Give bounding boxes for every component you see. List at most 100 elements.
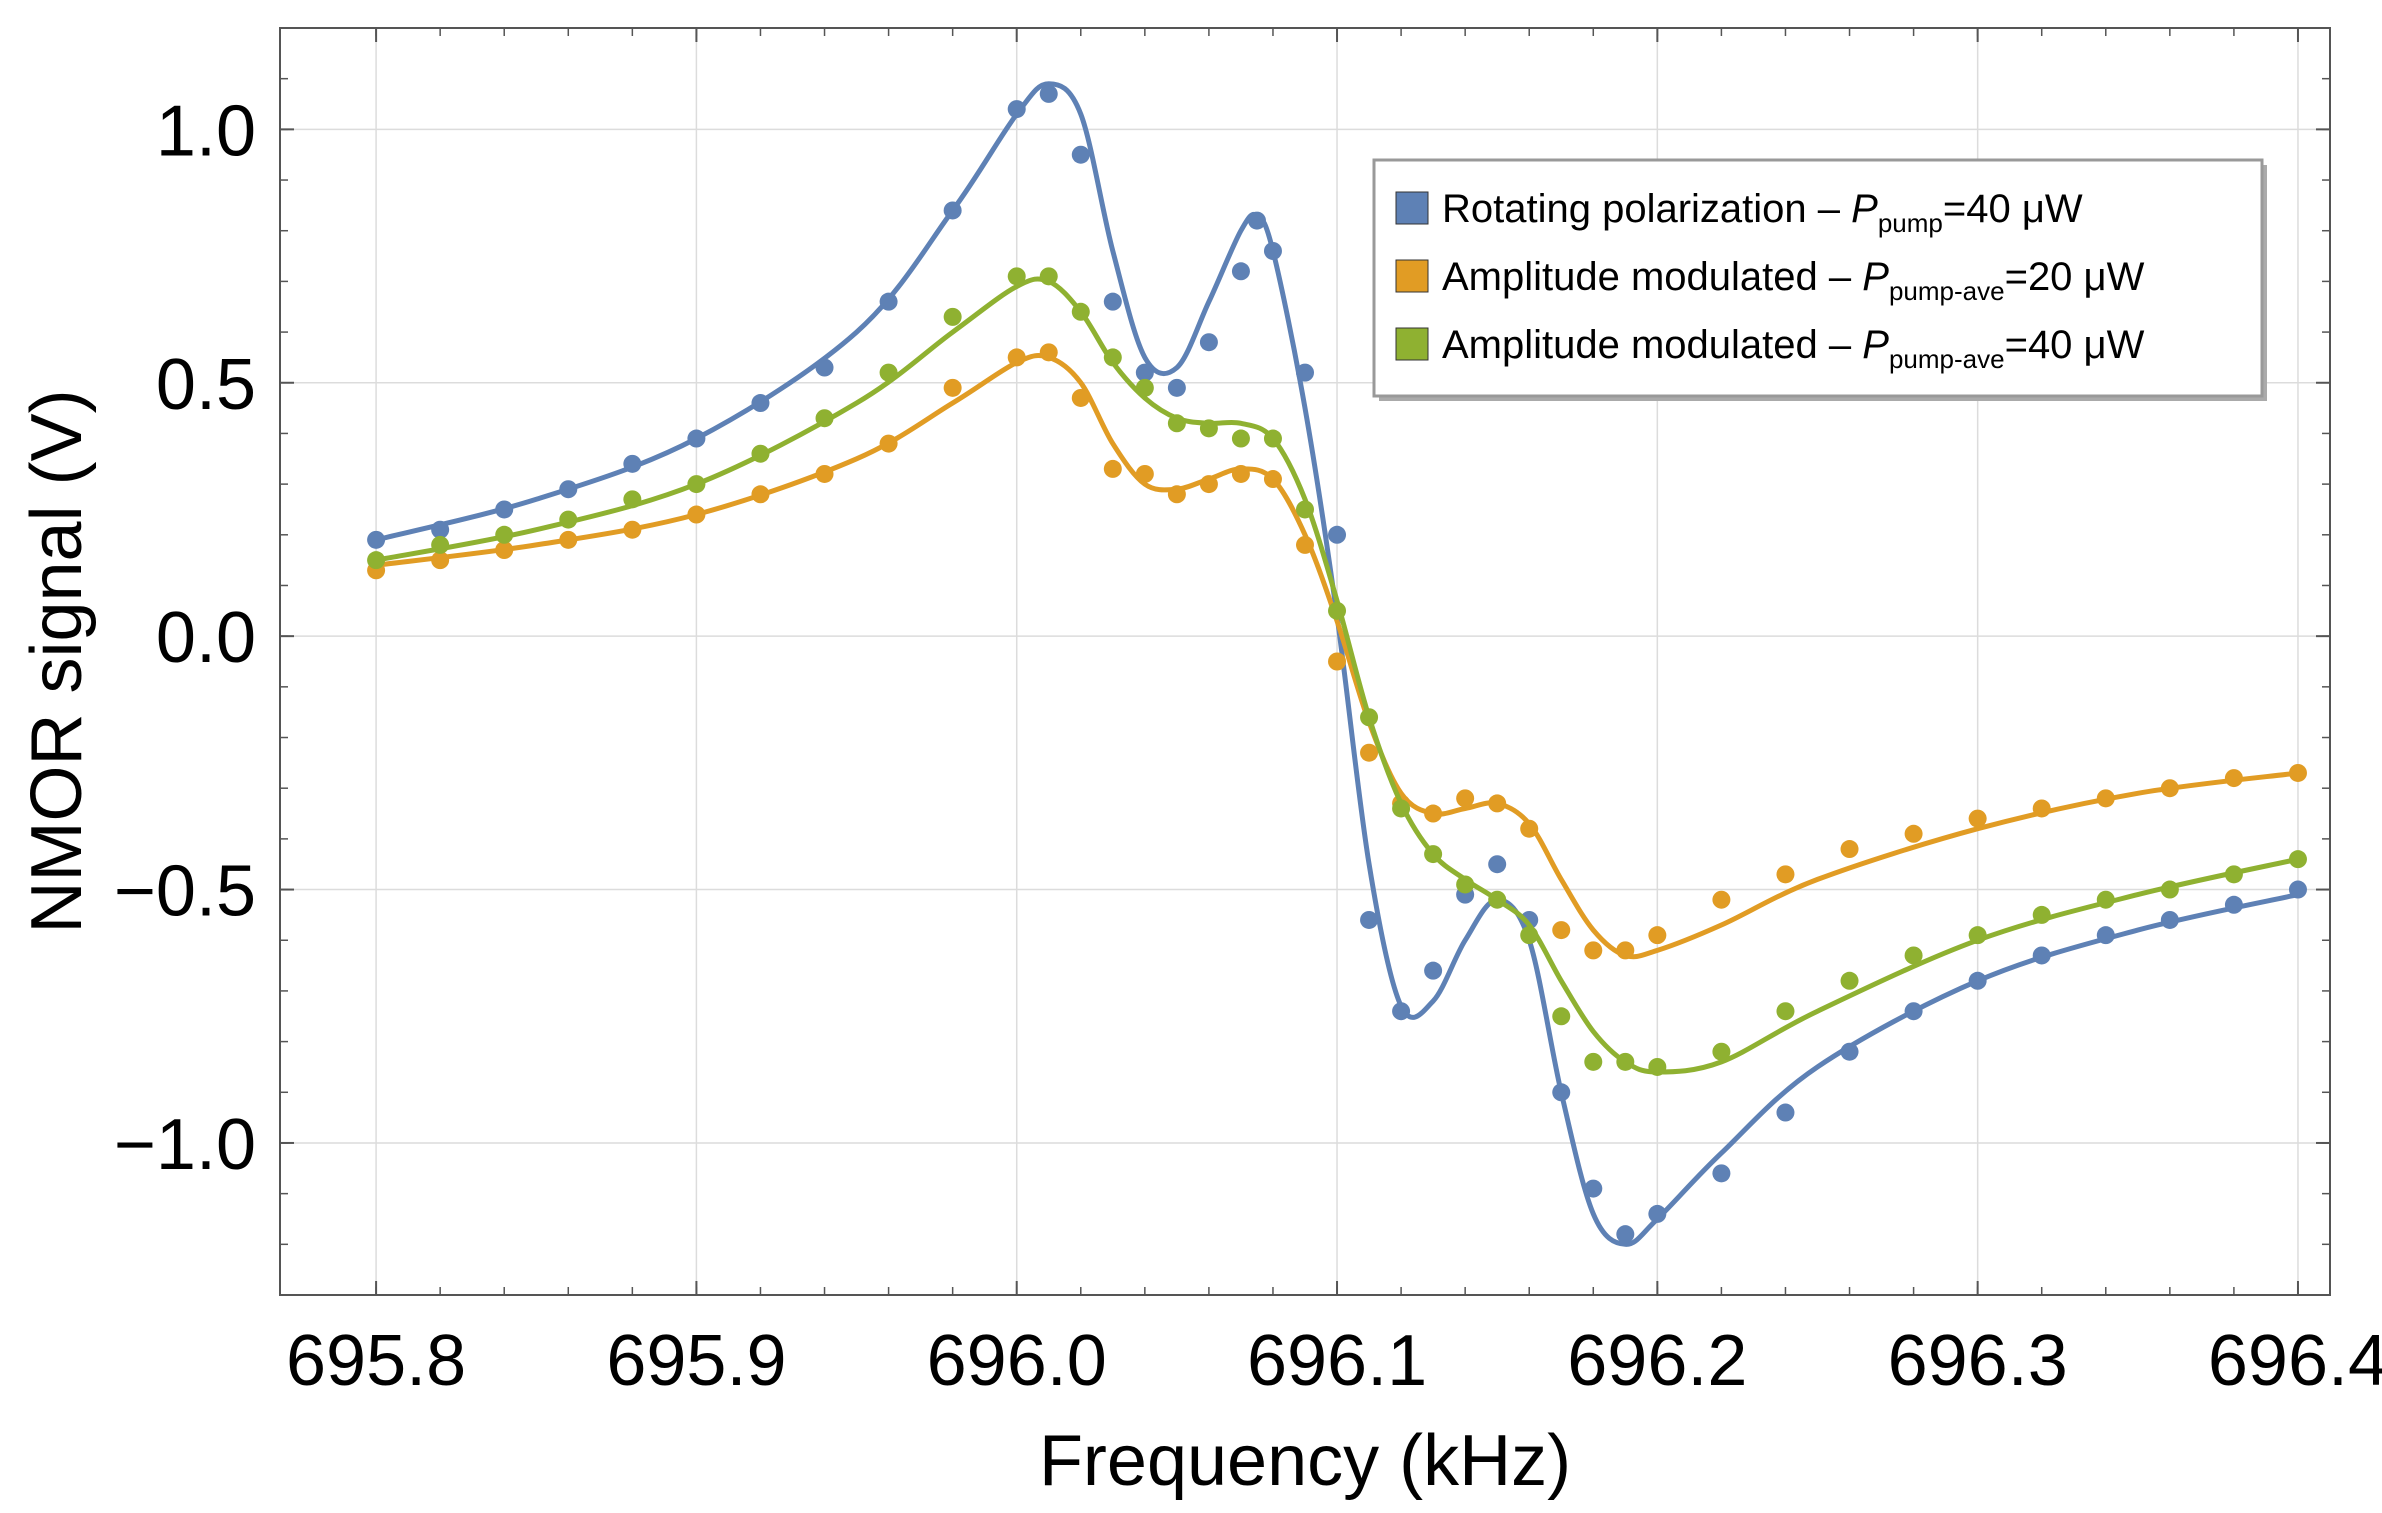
data-point xyxy=(1360,910,1379,929)
data-point xyxy=(1648,1057,1667,1076)
legend-swatch xyxy=(1395,191,1429,225)
data-point xyxy=(879,434,898,453)
x-tick-label: 696.2 xyxy=(1567,1321,1747,1401)
data-point xyxy=(1424,845,1443,864)
data-point xyxy=(1071,145,1090,164)
data-point xyxy=(1776,1103,1795,1122)
x-tick-label: 696.3 xyxy=(1888,1321,2068,1401)
data-point xyxy=(1456,789,1475,808)
data-point xyxy=(1007,348,1026,367)
data-point xyxy=(2096,926,2115,945)
data-point xyxy=(431,520,450,539)
data-point xyxy=(495,500,514,519)
data-point xyxy=(1712,1164,1731,1183)
data-point xyxy=(879,363,898,382)
data-point xyxy=(1616,1052,1635,1071)
legend-entry-3: Amplitude modulated – Ppump-ave=40 μW xyxy=(1442,323,2145,374)
data-point xyxy=(1167,378,1186,397)
data-point xyxy=(1167,485,1186,504)
data-point xyxy=(1296,500,1314,519)
data-point xyxy=(2032,905,2051,924)
data-point xyxy=(751,394,770,413)
data-point xyxy=(815,358,834,377)
fit-line xyxy=(375,353,2299,960)
data-point xyxy=(1712,1042,1731,1061)
data-point xyxy=(815,464,834,483)
data-point xyxy=(943,378,962,397)
data-point xyxy=(1840,1042,1859,1061)
series-3 xyxy=(367,267,2307,1076)
data-point xyxy=(1584,1179,1603,1198)
data-point xyxy=(1456,875,1475,894)
data-point xyxy=(1712,890,1731,909)
data-point xyxy=(1231,429,1250,448)
legend-entry-1: Rotating polarization – Ppump=40 μW xyxy=(1442,187,2083,238)
data-point xyxy=(495,541,514,560)
fit-line xyxy=(375,276,2299,1075)
legend-swatch xyxy=(1395,259,1429,293)
data-point xyxy=(1520,819,1539,838)
y-tick-label: 1.0 xyxy=(156,91,256,171)
data-point xyxy=(879,292,898,311)
data-point xyxy=(1488,890,1507,909)
data-point xyxy=(1328,652,1347,671)
data-point xyxy=(367,530,386,549)
data-point xyxy=(1103,348,1122,367)
axis-ticks xyxy=(280,28,2330,1295)
data-point xyxy=(1296,363,1314,382)
data-point xyxy=(1071,302,1090,321)
legend-box xyxy=(1372,158,2264,398)
data-point xyxy=(687,505,706,524)
data-point xyxy=(2288,880,2307,899)
x-tick-label: 695.8 xyxy=(286,1321,466,1401)
data-point xyxy=(1648,926,1667,945)
data-point xyxy=(1263,429,1282,448)
data-point xyxy=(2032,799,2051,818)
data-point xyxy=(1039,343,1058,362)
data-point xyxy=(1424,961,1443,980)
data-point xyxy=(1424,804,1443,823)
data-point xyxy=(1328,601,1347,620)
x-axis-title: Frequency (kHz) xyxy=(1039,1421,1571,1501)
x-tick-label: 696.1 xyxy=(1247,1321,1427,1401)
data-point xyxy=(943,307,962,326)
series-layer xyxy=(367,81,2307,1247)
y-tick-label: 0.5 xyxy=(156,345,256,425)
data-point xyxy=(1904,946,1923,965)
data-point xyxy=(1552,1083,1571,1102)
data-point xyxy=(623,454,642,473)
data-point xyxy=(559,480,578,499)
data-point xyxy=(1840,840,1859,859)
data-point xyxy=(751,444,770,463)
data-point xyxy=(1968,971,1987,990)
data-point xyxy=(1968,809,1987,828)
data-point xyxy=(1520,910,1539,929)
legend: Rotating polarization – Ppump=40 μW Ampli… xyxy=(1372,158,2267,401)
data-point xyxy=(1231,464,1250,483)
data-point xyxy=(2288,763,2307,782)
data-point xyxy=(1552,921,1571,940)
y-tick-label: 0.0 xyxy=(156,598,256,678)
data-point xyxy=(1776,865,1795,884)
data-point xyxy=(1135,378,1154,397)
data-point xyxy=(1103,292,1122,311)
x-tick-label: 695.9 xyxy=(606,1321,786,1401)
data-point xyxy=(1584,941,1603,960)
data-point xyxy=(1552,1007,1571,1026)
data-point xyxy=(1360,708,1379,727)
series-2 xyxy=(367,343,2307,960)
fit-line xyxy=(375,81,2299,1247)
data-point xyxy=(2160,880,2179,899)
data-point xyxy=(1039,267,1058,286)
x-tick-label: 696.4 xyxy=(2208,1321,2382,1401)
data-point xyxy=(2160,779,2179,798)
data-point xyxy=(1488,794,1507,813)
data-point xyxy=(2160,910,2179,929)
data-point xyxy=(2224,865,2243,884)
data-point xyxy=(1247,211,1266,230)
data-point xyxy=(1263,241,1282,260)
data-point xyxy=(1968,926,1987,945)
data-point xyxy=(1488,855,1507,874)
data-point xyxy=(1007,100,1026,119)
plot-frame xyxy=(279,27,2331,1296)
